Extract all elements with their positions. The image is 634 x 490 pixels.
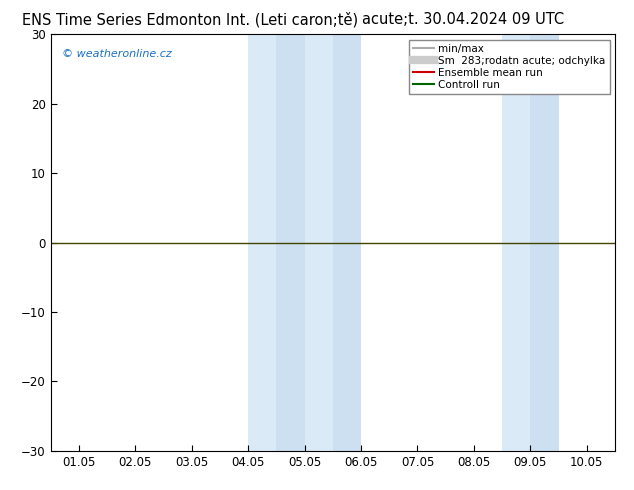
Text: ENS Time Series Edmonton Int. (Leti caron;tě): ENS Time Series Edmonton Int. (Leti caro… <box>22 12 358 28</box>
Bar <box>502 34 530 451</box>
Bar <box>249 34 276 451</box>
Text: © weatheronline.cz: © weatheronline.cz <box>62 49 172 59</box>
Bar <box>276 34 304 451</box>
Legend: min/max, Sm  283;rodatn acute; odchylka, Ensemble mean run, Controll run: min/max, Sm 283;rodatn acute; odchylka, … <box>409 40 610 94</box>
Bar <box>333 34 361 451</box>
Bar <box>304 34 333 451</box>
Bar <box>530 34 559 451</box>
Text: acute;t. 30.04.2024 09 UTC: acute;t. 30.04.2024 09 UTC <box>362 12 564 27</box>
